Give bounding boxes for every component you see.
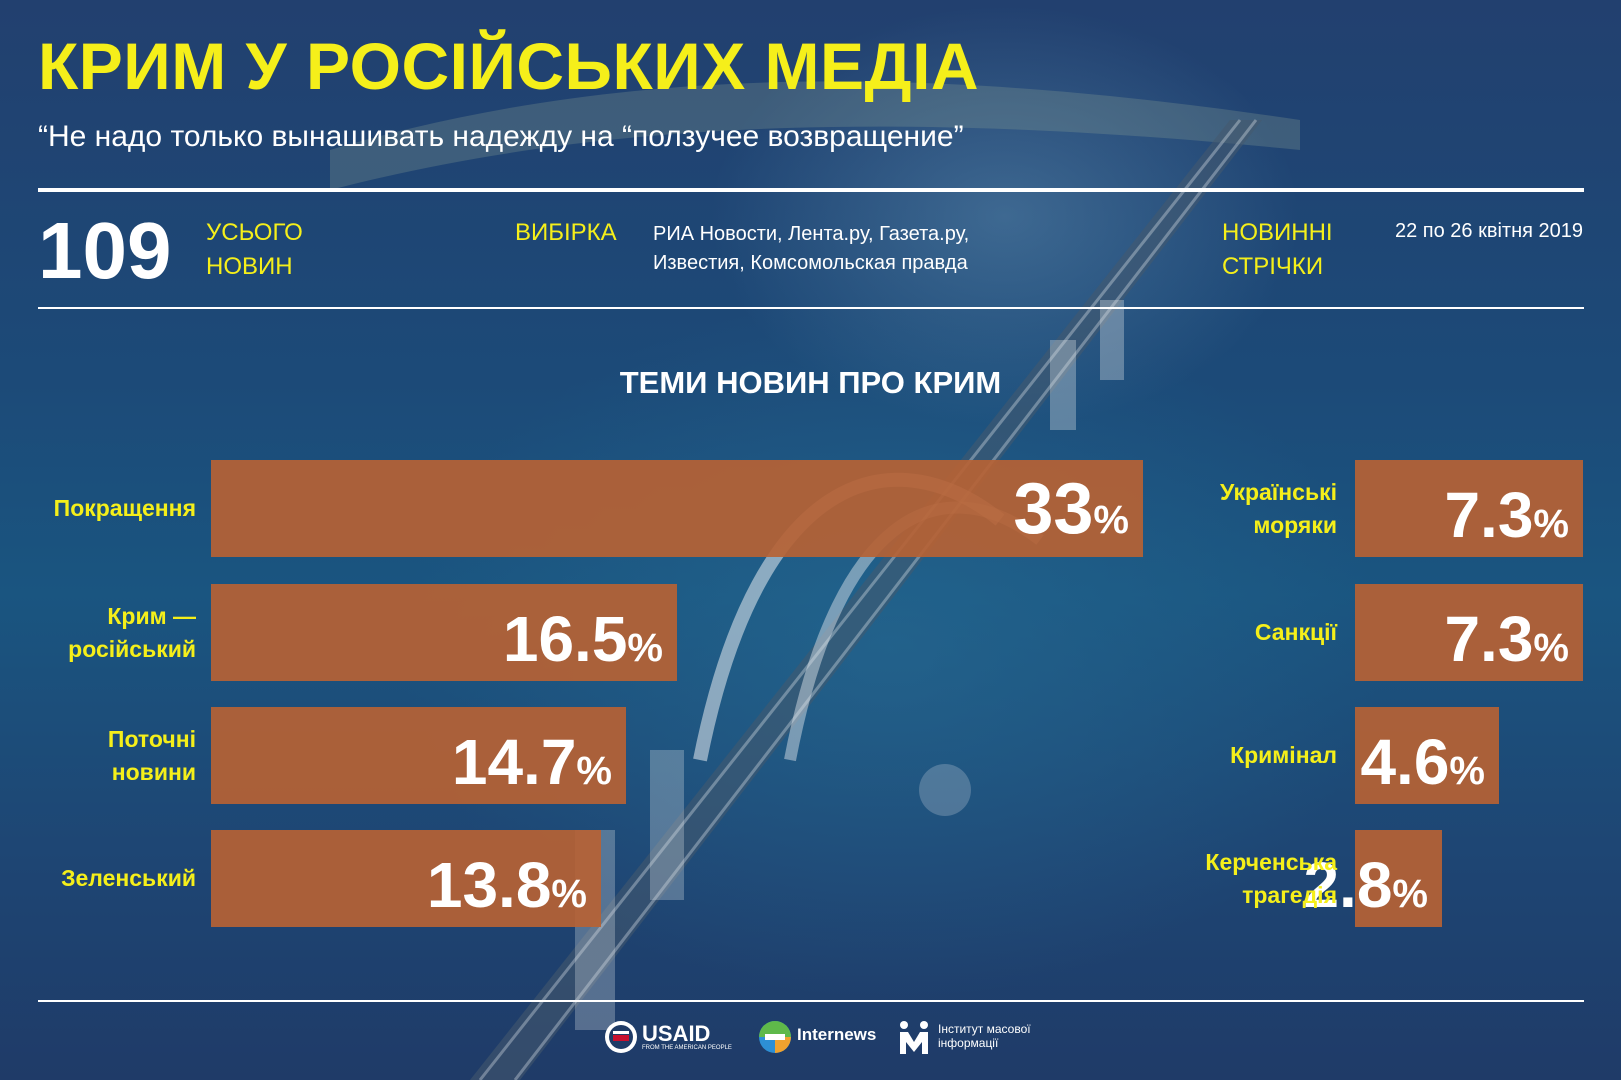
bar-value-left-0: 33% <box>1013 473 1129 545</box>
imi-logo-text: Інститут масової інформації <box>938 1022 1031 1050</box>
category-label-line: Санкції <box>1254 619 1337 645</box>
bar-value-unit: % <box>551 872 587 916</box>
bar-right-2: 4.6% <box>1355 707 1499 804</box>
internews-globe-icon <box>759 1021 791 1053</box>
divider-middle <box>38 307 1584 309</box>
bar-value-number: 7.3 <box>1444 603 1534 675</box>
category-label-right-2: Кримінал <box>1230 739 1337 772</box>
bar-value-unit: % <box>627 626 663 670</box>
category-label-line: Поточні <box>107 725 196 752</box>
bar-right-1: 7.3% <box>1355 584 1583 681</box>
bar-value-unit: % <box>1392 872 1428 916</box>
category-label-line: Зеленський <box>61 865 196 891</box>
total-news-count: 109 <box>38 206 172 295</box>
bar-value-number: 14.7 <box>451 726 577 798</box>
bar-value-unit: % <box>576 749 612 793</box>
bar-value-right-0: 7.3% <box>1444 483 1569 547</box>
sample-sources: РИА Новости, Лента.ру, Газета.ру, Извест… <box>653 223 970 274</box>
bar-value-unit: % <box>1449 749 1485 793</box>
usaid-seal-icon <box>605 1021 637 1053</box>
category-label-line: російський <box>68 635 196 662</box>
total-news-label: УСЬОГО НОВИН <box>206 216 303 284</box>
divider-top <box>38 188 1584 192</box>
total-news-label-line1: УСЬОГО <box>206 219 303 246</box>
category-label-line: моряки <box>1253 511 1337 538</box>
bar-value-right-1: 7.3% <box>1444 607 1569 671</box>
bar-left-1: 16.5% <box>211 584 677 681</box>
bar-value-right-2: 4.6% <box>1360 730 1485 794</box>
usaid-logo-text: USAID <box>642 1021 711 1046</box>
chart-title: ТЕМИ НОВИН ПРО КРИМ <box>619 365 1002 400</box>
category-label-left-2: Поточні новини <box>108 723 196 789</box>
bar-value-number: 16.5 <box>502 603 628 675</box>
category-label-line: новини <box>111 758 196 785</box>
sample-label: ВИБІРКА <box>515 216 617 250</box>
feeds-label-line2: СТРІЧКИ <box>1222 253 1324 280</box>
bar-left-3: 13.8% <box>211 830 601 927</box>
category-label-line: Покращення <box>53 495 196 521</box>
imi-logo-line1: Інститут масової <box>938 1022 1031 1036</box>
page-subtitle: “Не надо только вынашивать надежду на “п… <box>38 120 964 153</box>
feeds-label-line1: НОВИННІ <box>1222 219 1333 246</box>
category-label-right-3: Керченська трагедія <box>1205 846 1337 912</box>
usaid-tagline: FROM THE AMERICAN PEOPLE <box>642 1045 732 1051</box>
sample-label-text: ВИБІРКА <box>515 219 617 246</box>
bar-value-left-3: 13.8% <box>427 853 587 917</box>
bar-left-0: 33% <box>211 460 1143 557</box>
bar-value-right-3: 2.8% <box>1303 853 1428 917</box>
bar-value-unit: % <box>1533 502 1569 546</box>
category-label-right-1: Санкції <box>1255 616 1337 649</box>
category-label-line: Керченська <box>1205 848 1337 875</box>
total-news-label-line2: НОВИН <box>206 253 293 280</box>
bar-value-unit: % <box>1093 498 1129 542</box>
bar-value-number: 4.6 <box>1360 726 1450 798</box>
imi-logo-icon <box>900 1021 928 1054</box>
imi-logo-line2: інформації <box>938 1036 999 1050</box>
bar-value-left-1: 16.5% <box>503 607 663 671</box>
bar-value-number: 33 <box>1013 469 1094 549</box>
internews-logo-text: Internews <box>797 1025 877 1044</box>
bar-right-3: 2.8% <box>1303 830 1442 927</box>
bar-value-number: 13.8 <box>426 849 552 921</box>
bar-left-2: 14.7% <box>211 707 626 804</box>
divider-bottom <box>38 1000 1584 1002</box>
category-label-left-0: Покращення <box>54 492 196 525</box>
bar-right-0: 7.3% <box>1355 460 1583 557</box>
category-label-left-1: Крим — російський <box>68 600 196 666</box>
category-label-line: Кримінал <box>1230 742 1337 768</box>
feeds-label: НОВИННІ СТРІЧКИ <box>1222 216 1333 284</box>
bar-value-number: 7.3 <box>1444 479 1534 551</box>
page-title: КРИМ У РОСІЙСЬКИХ МЕДІА <box>38 29 980 103</box>
category-label-line: трагедія <box>1242 881 1337 908</box>
category-label-left-3: Зеленський <box>61 862 196 895</box>
bar-value-unit: % <box>1533 626 1569 670</box>
category-label-line: Крим — <box>107 602 196 629</box>
period-dates: 22 по 26 квітня 2019 <box>1394 220 1583 242</box>
category-label-line: Українські <box>1220 478 1337 505</box>
bar-value-number: 2.8 <box>1303 849 1393 921</box>
bar-value-left-2: 14.7% <box>452 730 612 794</box>
category-label-right-0: Українські моряки <box>1220 476 1337 542</box>
